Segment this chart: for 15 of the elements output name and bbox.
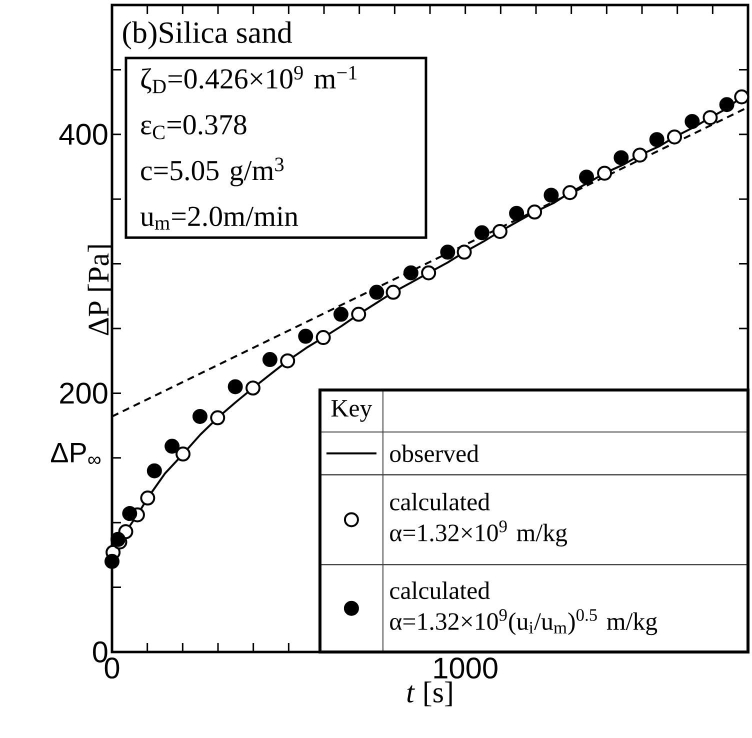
legend-label: observed [390,444,479,462]
chart-title: (b)Silica sand [123,21,292,50]
x-tick-label: 1000 [434,658,498,679]
y-tick-label: 400 [59,124,108,145]
legend-title: Key [331,400,372,422]
x-axis-title: t [s] [407,682,452,706]
annotation: ε$_{C}$=0.378 [141,115,246,140]
legend-label: calculated α=1.32×10$^{9}$ m/kg [390,492,568,546]
text: calculated α=1.32×10$^{9}$(u$_{i}$/u$_{m}$)$^{0.5}$ m/kg [390,582,658,636]
annotation: ζ$_{D}$=0.426×10$^{9}$ m$^{−1}$ [141,66,357,94]
annotation: c=5.05 g/m$^{3}$ [141,158,284,186]
annotation: u$_{m}$=2.0m/min [140,206,298,230]
y-axis-title: ΔP [Pa] [88,245,112,336]
y-tick-label: 200 [60,382,108,404]
annotation: ΔP$_{∞}$ [50,443,100,464]
